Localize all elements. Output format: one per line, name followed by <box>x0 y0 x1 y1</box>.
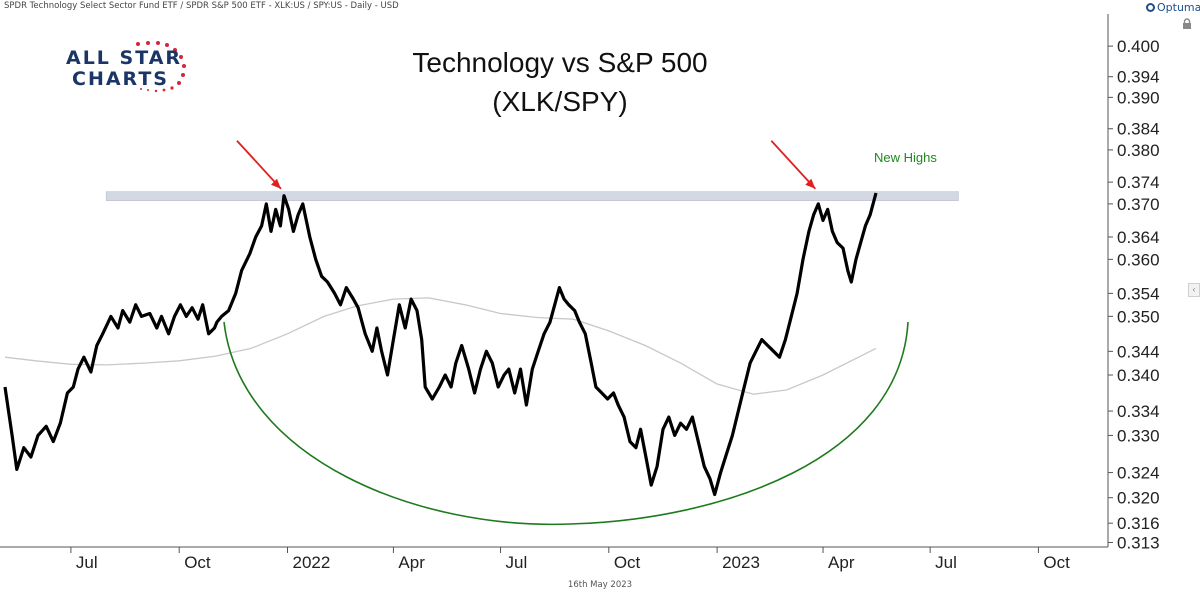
x-tick-label: Jul <box>76 553 98 572</box>
optuma-brand: Optuma <box>1146 1 1200 14</box>
y-tick-label: 0.340 <box>1117 366 1160 385</box>
price-line <box>3 192 878 497</box>
new-highs-label: New Highs <box>874 150 937 165</box>
logo-line-1: ALL STAR <box>66 47 183 69</box>
peak-arrow-head <box>805 178 816 189</box>
logo-line-2: CHARTS <box>72 68 169 90</box>
chart-subtitle: (XLK/SPY) <box>492 86 628 117</box>
rounding-bottom-arc <box>223 321 909 526</box>
y-tick-label: 0.390 <box>1117 88 1160 107</box>
x-tick-label: Jul <box>506 553 528 572</box>
x-tick-label: Apr <box>398 553 425 572</box>
optuma-brand-label: Optuma <box>1157 1 1200 14</box>
y-tick-label: 0.384 <box>1117 120 1160 139</box>
optuma-logo-icon <box>1146 3 1155 12</box>
moving-average-line <box>4 297 877 395</box>
peak-arrow-head <box>270 178 281 189</box>
x-tick-label: 2022 <box>292 553 330 572</box>
x-tick-label: Oct <box>1043 553 1070 572</box>
y-tick-label: 0.324 <box>1117 464 1160 483</box>
logo-stars-icon <box>136 41 186 93</box>
y-tick-label: 0.364 <box>1117 228 1160 247</box>
all-star-charts-logo: ALL STAR CHARTS <box>66 40 196 100</box>
x-tick-label: Apr <box>828 553 855 572</box>
y-tick-label: 0.350 <box>1117 307 1160 326</box>
peak-arrow <box>770 140 816 190</box>
resistance-band <box>105 191 959 202</box>
y-tick-label: 0.344 <box>1117 342 1160 361</box>
y-tick-label: 0.330 <box>1117 426 1160 445</box>
y-tick-label: 0.320 <box>1117 489 1160 508</box>
x-tick-label: Oct <box>184 553 211 572</box>
y-tick-label: 0.313 <box>1117 533 1160 552</box>
y-tick-label: 0.380 <box>1117 141 1160 160</box>
footer-date: 16th May 2023 <box>567 580 633 590</box>
y-tick-label: 0.360 <box>1117 250 1160 269</box>
x-tick-label: Oct <box>614 553 641 572</box>
x-tick-label: 2023 <box>722 553 760 572</box>
y-tick-label: 0.400 <box>1117 37 1160 56</box>
chart-title: Technology vs S&P 500 <box>412 47 708 78</box>
y-tick-label: 0.334 <box>1117 402 1160 421</box>
y-tick-label: 0.316 <box>1117 514 1160 533</box>
y-tick-label: 0.354 <box>1117 284 1160 303</box>
chart-description: SPDR Technology Select Sector Fund ETF /… <box>4 1 399 11</box>
x-tick-label: Jul <box>935 553 957 572</box>
lock-icon[interactable] <box>1181 18 1193 30</box>
y-tick-label: 0.370 <box>1117 195 1160 214</box>
y-tick-label: 0.374 <box>1117 173 1160 192</box>
y-tick-label: 0.394 <box>1117 68 1160 87</box>
peak-arrow <box>236 140 282 190</box>
